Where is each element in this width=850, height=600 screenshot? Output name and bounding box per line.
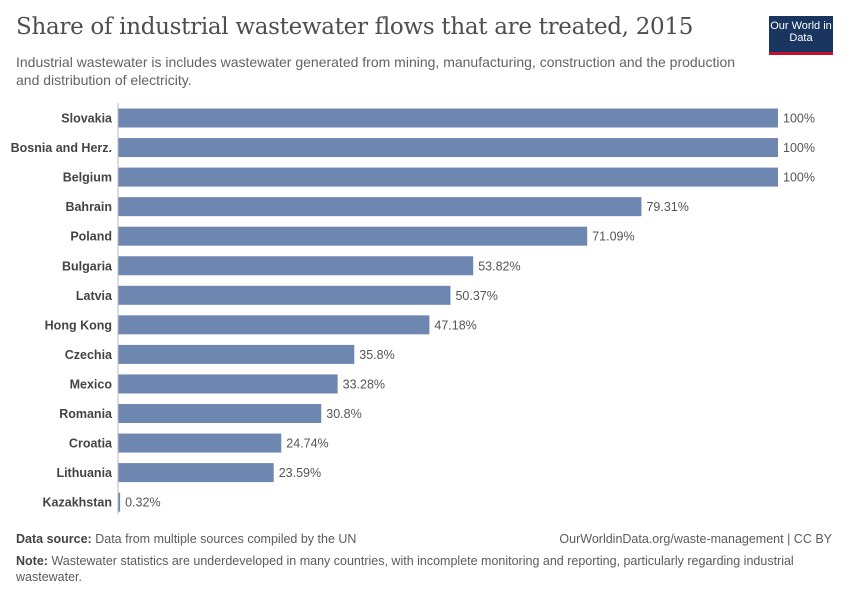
bar[interactable] [118,374,338,394]
note: Note: Wastewater statistics are underdev… [16,553,836,585]
value-label: 53.82% [478,259,520,273]
category-label: Bulgaria [62,259,113,273]
category-label: Croatia [69,437,113,451]
value-label: 100% [783,171,815,185]
value-label: 23.59% [279,466,321,480]
value-label: 100% [783,112,815,126]
bar[interactable] [118,226,588,246]
category-label: Kazakhstan [43,496,112,510]
bar[interactable] [118,285,451,305]
category-label: Czechia [65,348,113,362]
chart-subtitle: Industrial wastewater is includes wastew… [16,54,736,88]
bar[interactable] [118,108,778,128]
bar[interactable] [118,138,778,158]
category-label: Mexico [70,377,113,391]
bar[interactable] [118,315,430,335]
bar[interactable] [118,404,322,423]
chart-title: Share of industrial wastewater flows tha… [16,14,694,40]
value-label: 30.8% [326,407,361,421]
value-label: 71.09% [592,230,634,244]
bar[interactable] [118,463,274,483]
bar[interactable] [118,344,355,364]
source-label: Data source: [16,532,92,546]
value-label: 33.28% [343,377,385,391]
data-source: Data source: Data from multiple sources … [16,532,356,546]
category-label: Bosnia and Herz. [11,141,112,155]
bar[interactable] [118,167,778,187]
value-label: 24.74% [286,437,328,451]
category-label: Belgium [63,171,112,185]
value-label: 47.18% [434,318,476,332]
bar[interactable] [118,492,121,512]
category-label: Poland [70,230,112,244]
source-url[interactable]: OurWorldinData.org/waste-management | CC… [559,532,832,546]
bar[interactable] [118,433,282,453]
category-label: Bahrain [65,200,112,214]
value-label: 50.37% [455,289,497,303]
value-label: 79.31% [646,200,688,214]
value-label: 35.8% [359,348,394,362]
category-label: Hong Kong [45,318,112,332]
note-text: Wastewater statistics are underdeveloped… [16,554,794,584]
category-label: Lithuania [56,466,113,480]
category-label: Romania [59,407,113,421]
note-label: Note: [16,554,48,568]
owid-logo[interactable]: Our World in Data [769,16,833,55]
category-label: Latvia [76,289,113,303]
value-label: 0.32% [125,496,160,510]
value-label: 100% [783,141,815,155]
bar[interactable] [118,256,474,276]
category-label: Slovakia [61,112,113,126]
source-text: Data from multiple sources compiled by t… [95,532,357,546]
bar[interactable] [118,197,642,217]
